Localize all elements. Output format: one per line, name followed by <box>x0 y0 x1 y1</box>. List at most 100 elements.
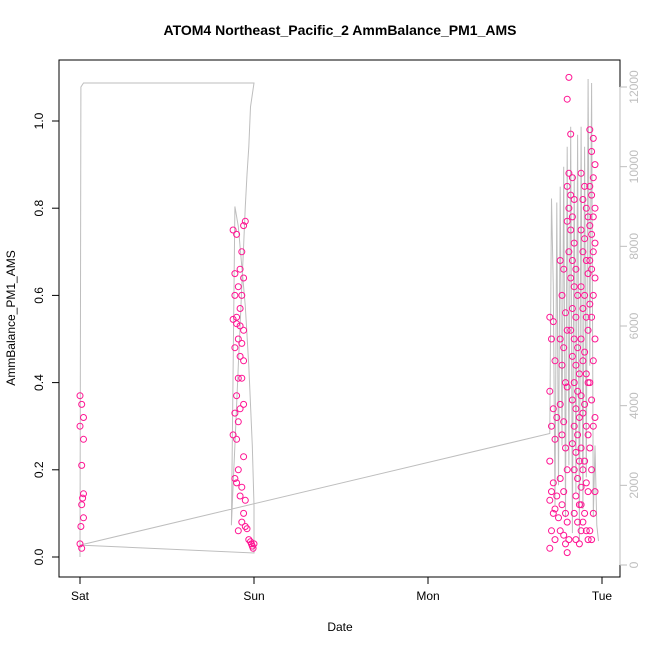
y2-tick-label: 12000 <box>627 70 641 104</box>
data-point <box>240 357 248 365</box>
data-point <box>229 226 237 234</box>
data-point <box>586 257 594 264</box>
data-point <box>570 466 578 474</box>
data-point <box>581 348 589 356</box>
data-point <box>563 217 571 225</box>
data-point <box>586 182 594 190</box>
data-point <box>575 540 583 548</box>
data-point <box>234 466 242 474</box>
data-point <box>574 387 582 395</box>
data-point <box>78 461 86 469</box>
data-point <box>231 344 239 352</box>
y-tick-label: 0.6 <box>32 287 46 304</box>
data-point <box>250 540 258 548</box>
data-point <box>570 283 578 291</box>
data-point <box>577 226 585 234</box>
data-point <box>570 196 578 203</box>
series-line-group <box>79 78 599 558</box>
data-point <box>565 536 573 544</box>
data-point <box>586 222 594 230</box>
y2-tick-label: 6000 <box>627 312 641 339</box>
data-point <box>551 536 559 544</box>
x-tick-label: Tue <box>592 589 613 603</box>
data-point <box>588 466 596 474</box>
data-point <box>589 134 597 142</box>
data-point <box>577 392 585 400</box>
data-point <box>565 248 573 256</box>
data-point <box>76 540 84 548</box>
data-point <box>560 265 568 273</box>
data-point <box>240 400 248 408</box>
y-axis-label: AmmBalance_PM1_AMS <box>4 250 18 385</box>
data-point <box>586 300 594 308</box>
y2-tick-label: 8000 <box>627 233 641 260</box>
data-point <box>556 257 564 264</box>
data-point <box>80 514 87 522</box>
data-point <box>581 182 589 190</box>
data-point <box>562 444 569 452</box>
data-point <box>574 291 582 299</box>
x-tick-label: Sun <box>243 589 264 603</box>
data-point <box>80 435 87 443</box>
data-point <box>553 492 561 500</box>
data-point <box>591 488 599 496</box>
data-point <box>568 213 576 221</box>
data-point <box>240 274 248 282</box>
data-point <box>577 501 585 509</box>
data-point <box>588 191 596 199</box>
data-point <box>582 527 590 535</box>
data-point <box>229 431 237 439</box>
data-point <box>570 509 578 517</box>
data-point <box>570 335 578 343</box>
data-point <box>546 496 554 504</box>
data-point <box>567 226 575 234</box>
data-point <box>560 418 568 426</box>
data-point <box>79 494 87 502</box>
y-tick-label: 0.4 <box>32 374 46 391</box>
y-axis-right: 0 2000 4000 6000 8000 10000 12000 <box>619 70 641 568</box>
data-point <box>565 204 573 212</box>
data-point <box>586 126 594 134</box>
data-point <box>568 305 576 312</box>
data-point <box>589 357 597 365</box>
data-point <box>238 339 246 347</box>
data-point <box>572 448 580 456</box>
data-point <box>582 422 590 430</box>
data-point <box>548 422 555 430</box>
data-point <box>579 357 587 365</box>
data-point <box>588 148 596 155</box>
data-point <box>549 509 557 517</box>
data-point <box>582 313 590 321</box>
data-point <box>577 169 585 177</box>
data-point <box>589 422 597 430</box>
data-point <box>581 400 589 408</box>
data-point <box>551 505 559 513</box>
data-point <box>238 483 246 491</box>
y-tick-label: 0.0 <box>32 548 46 565</box>
data-point <box>568 352 576 360</box>
data-point <box>572 536 580 544</box>
data-point <box>570 379 578 387</box>
data-point <box>553 414 561 421</box>
data-point <box>562 540 569 548</box>
data-point <box>236 352 244 360</box>
data-point <box>591 274 599 282</box>
data-point <box>582 479 590 487</box>
data-point <box>589 213 597 221</box>
data-point <box>80 490 87 498</box>
y2-tick-label: 10000 <box>627 150 641 184</box>
data-point <box>236 405 244 413</box>
data-point <box>240 326 248 334</box>
series-points-group <box>76 73 599 557</box>
data-point <box>574 431 582 439</box>
data-point <box>582 204 590 212</box>
data-point <box>579 409 587 417</box>
data-point <box>231 409 239 417</box>
data-point <box>233 392 241 400</box>
data-point <box>568 174 576 182</box>
data-point <box>76 422 84 430</box>
data-point <box>80 414 87 421</box>
data-point <box>558 291 566 299</box>
data-point <box>588 313 596 321</box>
